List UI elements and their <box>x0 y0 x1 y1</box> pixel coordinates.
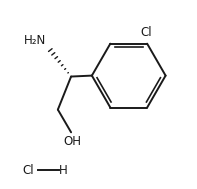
Text: Cl: Cl <box>140 26 152 39</box>
Text: H: H <box>59 164 68 177</box>
Text: H₂N: H₂N <box>24 34 46 47</box>
Text: Cl: Cl <box>23 164 34 177</box>
Text: OH: OH <box>63 135 81 148</box>
